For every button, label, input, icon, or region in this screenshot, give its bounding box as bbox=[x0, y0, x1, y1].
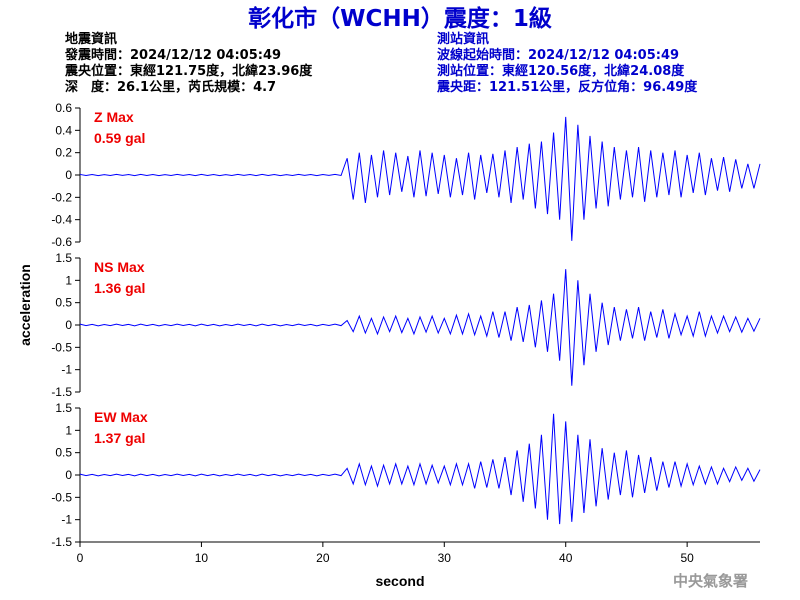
component-label: EW Max bbox=[94, 409, 148, 425]
y-tick-label: -0.5 bbox=[51, 340, 72, 354]
y-tick-label: 0 bbox=[65, 318, 72, 332]
waveform bbox=[79, 269, 761, 386]
event-info: 震央位置：東經121.75度，北緯23.96度 bbox=[64, 63, 313, 79]
y-tick-label: 0.2 bbox=[55, 146, 72, 160]
y-tick-label: 1 bbox=[65, 423, 72, 437]
y-axis-label: acceleration bbox=[17, 264, 33, 346]
chart-title: 彰化市（WCHH）震度：1級 bbox=[248, 5, 552, 32]
y-tick-label: 0 bbox=[65, 468, 72, 482]
y-tick-label: -1.5 bbox=[51, 385, 72, 399]
y-tick-label: -0.5 bbox=[51, 490, 72, 504]
x-tick-label: 10 bbox=[195, 551, 209, 565]
station-info: 測站資訊 bbox=[437, 31, 489, 47]
event-info: 地震資訊 bbox=[65, 31, 117, 47]
y-tick-label: 1 bbox=[65, 273, 72, 287]
y-tick-label: -1 bbox=[61, 513, 72, 527]
x-tick-label: 40 bbox=[559, 551, 573, 565]
waveform bbox=[79, 413, 761, 525]
y-tick-label: 0.5 bbox=[55, 296, 72, 310]
y-tick-label: -1.5 bbox=[51, 535, 72, 549]
y-tick-label: 0 bbox=[65, 168, 72, 182]
x-tick-label: 30 bbox=[438, 551, 452, 565]
x-tick-label: 20 bbox=[316, 551, 330, 565]
waveform bbox=[79, 116, 761, 241]
x-tick-label: 50 bbox=[680, 551, 694, 565]
station-info: 波線起始時間：2024/12/12 04:05:49 bbox=[437, 47, 679, 63]
max-label: 1.36 gal bbox=[94, 280, 145, 296]
y-tick-label: -1 bbox=[61, 363, 72, 377]
max-label: 1.37 gal bbox=[94, 430, 145, 446]
event-info: 發震時間：2024/12/12 04:05:49 bbox=[64, 47, 281, 63]
y-tick-label: -0.2 bbox=[51, 190, 72, 204]
station-info: 震央距：121.51公里，反方位角：96.49度 bbox=[436, 79, 698, 95]
y-tick-label: 0.4 bbox=[55, 123, 72, 137]
y-tick-label: 1.5 bbox=[55, 401, 72, 415]
y-tick-label: -0.4 bbox=[51, 213, 72, 227]
y-tick-label: 1.5 bbox=[55, 251, 72, 265]
station-info: 測站位置：東經120.56度，北緯24.08度 bbox=[437, 63, 685, 79]
x-tick-label: 0 bbox=[77, 551, 84, 565]
y-tick-label: -0.6 bbox=[51, 235, 72, 249]
event-info: 深 度：26.1公里，芮氏規模：4.7 bbox=[65, 79, 276, 95]
y-tick-label: 0.6 bbox=[55, 101, 72, 115]
max-label: 0.59 gal bbox=[94, 130, 145, 146]
footer: 中央氣象署 bbox=[673, 572, 748, 590]
x-axis-label: second bbox=[375, 573, 424, 589]
component-label: Z Max bbox=[94, 109, 134, 125]
component-label: NS Max bbox=[94, 259, 145, 275]
y-tick-label: 0.5 bbox=[55, 446, 72, 460]
